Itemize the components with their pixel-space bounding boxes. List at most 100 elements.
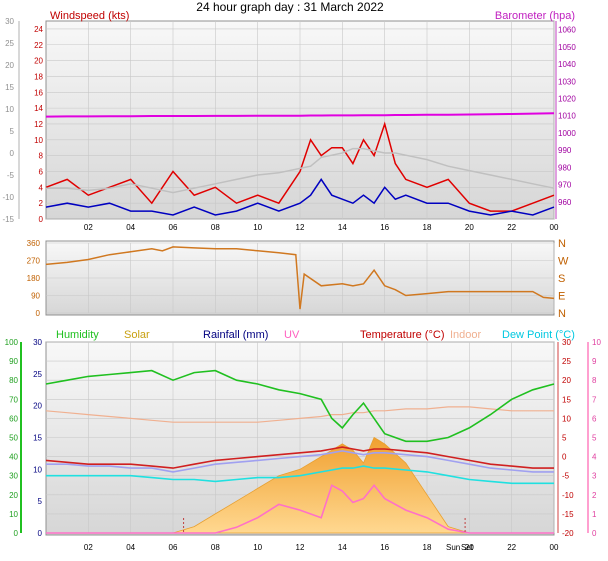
x-tick-label: 00 [550, 543, 559, 552]
windspeed-tick-label: 20 [34, 57, 43, 66]
humidity-tick-label: 0 [14, 529, 19, 538]
barometer-tick-label: 990 [558, 146, 572, 155]
outer-tick-label: -15 [2, 215, 14, 224]
direction-compass-label: S [558, 273, 565, 285]
direction-compass-label: N [558, 238, 566, 250]
rain-tick-label: 20 [33, 402, 42, 411]
x-tick-label: 08 [211, 543, 220, 552]
windspeed-tick-label: 0 [39, 215, 44, 224]
uv-tick-label: 2 [592, 491, 597, 500]
uv-tick-label: 5 [592, 434, 597, 443]
humidity-tick-label: 50 [9, 434, 18, 443]
barometer-line [45, 112, 555, 118]
humidity-tick-label: 80 [9, 376, 18, 385]
outer-tick-label: 5 [10, 127, 15, 136]
x-tick-label: 22 [507, 223, 516, 232]
outer-tick-label: 25 [5, 39, 14, 48]
x-tick-label: 10 [253, 223, 262, 232]
temp-tick-label: -15 [562, 510, 574, 519]
rain_lavender-line [46, 450, 554, 473]
barometer-tick-label: 970 [558, 181, 572, 190]
uv-tick-label: 10 [592, 338, 601, 347]
barometer-tick-label: 1000 [558, 129, 576, 138]
windspeed-tick-label: 10 [34, 136, 43, 145]
x-tick-label: 02 [84, 543, 93, 552]
x-tick-label: 02 [84, 223, 93, 232]
uv-tick-label: 9 [592, 357, 597, 366]
x-tick-label: 14 [338, 543, 347, 552]
temp-tick-label: 10 [562, 414, 571, 423]
x-tick-label: 06 [169, 543, 178, 552]
x-tick-label: 16 [380, 223, 389, 232]
outer-tick-label: -10 [2, 193, 14, 202]
temp-tick-label: 5 [562, 434, 567, 443]
wind-panel: Windspeed (kts) Barometer (hpa) 02468101… [2, 10, 576, 224]
barometer-tick-label: 1020 [558, 94, 576, 103]
humidity-tick-label: 10 [9, 510, 18, 519]
temp-tick-label: -5 [562, 472, 570, 481]
gust-line [45, 121, 555, 212]
barometer-label: Barometer (hpa) [495, 10, 575, 22]
windspeed-tick-label: 14 [34, 104, 43, 113]
uv-line [46, 484, 554, 534]
x-tick-label: 04 [126, 543, 135, 552]
indoor-line [45, 406, 554, 423]
x-tick-label: 14 [338, 223, 347, 232]
direction-tick-label: 270 [27, 257, 41, 266]
humidity-line [45, 369, 555, 443]
sunset-label: Set [461, 543, 474, 552]
legend-label: Indoor [450, 329, 482, 341]
uv-tick-label: 4 [592, 453, 597, 462]
windspeed-tick-label: 2 [39, 199, 44, 208]
humidity-tick-label: 70 [9, 395, 18, 404]
rain-tick-label: 30 [33, 338, 42, 347]
windspeed-tick-label: 18 [34, 72, 43, 81]
wind-direction-line [45, 246, 555, 310]
humidity-tick-label: 20 [9, 491, 18, 500]
direction-tick-label: 90 [31, 292, 40, 301]
rain-tick-label: 15 [33, 434, 42, 443]
x-tick-label: 12 [296, 223, 305, 232]
x-tick-label: 00 [550, 223, 559, 232]
temp-tick-label: -10 [562, 491, 574, 500]
barometer-tick-label: 1010 [558, 112, 576, 121]
direction-compass-label: W [558, 256, 569, 268]
x-tick-label: 22 [507, 543, 516, 552]
rain-tick-label: 25 [33, 370, 42, 379]
legend-label: Rainfall (mm) [203, 329, 268, 341]
uv-tick-label: 0 [592, 529, 597, 538]
legend-label: UV [284, 329, 300, 341]
windspeed-tick-label: 4 [39, 183, 44, 192]
outer-tick-label: 30 [5, 17, 14, 26]
dew_point-line [46, 465, 554, 485]
rain-tick-label: 5 [38, 497, 43, 506]
x-tick-label: 16 [380, 543, 389, 552]
outer-tick-label: 0 [10, 149, 15, 158]
legend-label: Humidity [56, 329, 99, 341]
x-tick-label: 20 [465, 223, 474, 232]
barometer-tick-label: 1060 [558, 26, 576, 35]
humidity-tick-label: 60 [9, 414, 18, 423]
x-tick-label: 10 [253, 543, 262, 552]
direction-tick-label: 360 [27, 239, 41, 248]
outer-tick-label: -5 [7, 171, 15, 180]
barometer-tick-label: 960 [558, 198, 572, 207]
x-tick-label: 20 [465, 543, 474, 552]
temp-tick-label: 15 [562, 395, 571, 404]
direction-tick-label: 180 [27, 274, 41, 283]
humidity-tick-label: 30 [9, 472, 18, 481]
temperature-line [45, 446, 554, 469]
direction-compass-label: E [558, 291, 565, 303]
x-tick-label: 12 [296, 543, 305, 552]
windspeed-tick-label: 16 [34, 88, 43, 97]
uv-tick-label: 1 [592, 510, 597, 519]
legend-label: Solar [124, 329, 150, 341]
x-tick-label: 04 [126, 223, 135, 232]
x-tick-label: 08 [211, 223, 220, 232]
windspeed-tick-label: 8 [39, 152, 44, 161]
sunset-label: Sun [446, 543, 460, 552]
windspeed-tick-label: 12 [34, 120, 43, 129]
humidity-tick-label: 40 [9, 453, 18, 462]
